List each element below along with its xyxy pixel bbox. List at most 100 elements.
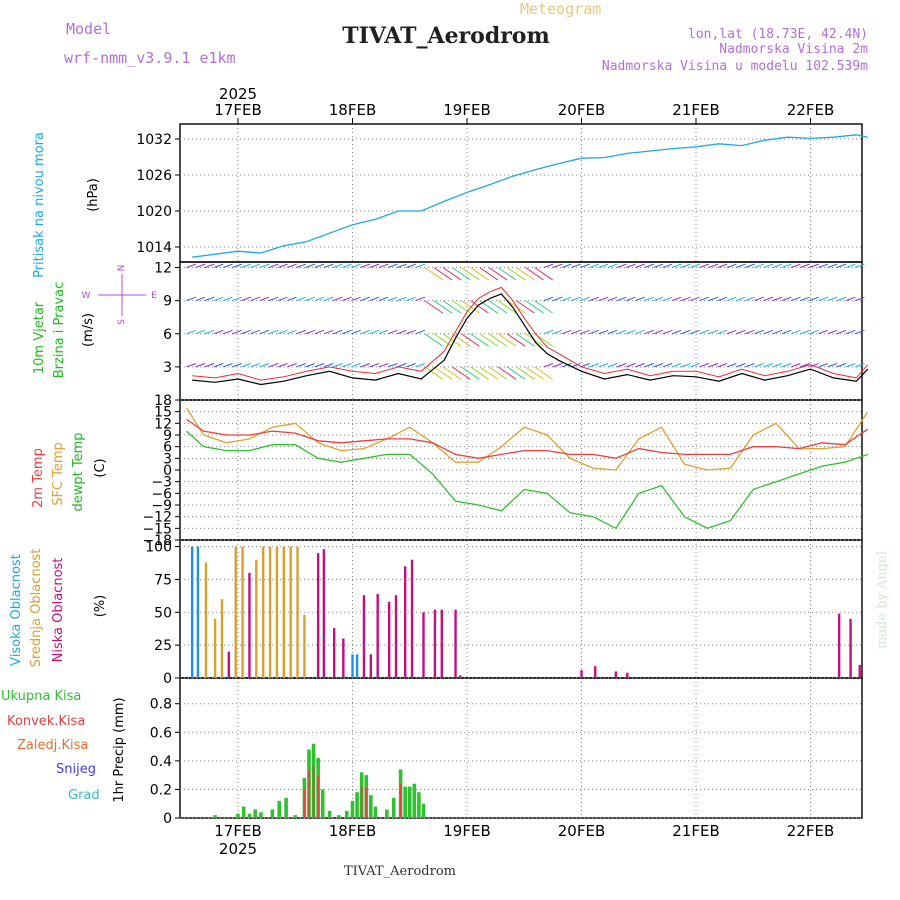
wind-barb	[305, 329, 316, 335]
cloud-bar	[422, 612, 425, 678]
wind-barb	[323, 363, 334, 368]
wind-barb	[671, 263, 682, 268]
wind-barb	[754, 296, 764, 302]
wind-barb	[259, 329, 270, 335]
wind-barb	[854, 296, 865, 302]
precip-bar	[253, 809, 257, 818]
wind-label-1: 10m Vjetar	[32, 301, 47, 374]
wind-barb	[571, 363, 581, 368]
wind-barb	[818, 263, 829, 268]
wind-barb	[259, 296, 270, 302]
wind-barb	[360, 263, 371, 268]
wind-barb	[680, 263, 691, 268]
wind-barb	[589, 296, 600, 302]
wind-barb	[396, 263, 407, 268]
wind-barb	[241, 296, 251, 302]
wind-barb	[699, 296, 709, 302]
date-label-top: 20FEB	[558, 101, 605, 119]
wind-barb	[323, 329, 334, 335]
model-altitude-label: Nadmorska Visina u modelu 102.539m	[602, 59, 868, 74]
wind-barb	[571, 296, 581, 302]
precip-bar	[270, 809, 275, 818]
ytick-label: 12	[154, 416, 172, 432]
wind-barb	[213, 363, 224, 368]
wind-barb	[790, 263, 801, 268]
wind-barb	[836, 329, 847, 335]
wind-barb	[644, 329, 655, 335]
wind-barb	[616, 263, 627, 268]
wind-barb	[580, 329, 590, 335]
precip-label-conv: Konvek.Kisa	[7, 714, 85, 729]
wind-barb	[213, 329, 224, 335]
wind-barb	[671, 296, 682, 302]
wind-barb	[369, 329, 380, 335]
ytick-label: 0.4	[150, 754, 172, 770]
wind-barb	[222, 363, 233, 368]
wind-barb	[662, 363, 673, 368]
wind-barb	[699, 363, 709, 368]
wind-barb	[717, 263, 728, 268]
cloud-bar	[458, 675, 462, 678]
wind-barb	[754, 329, 764, 335]
conv-precip-bar	[317, 776, 319, 818]
wind-barb	[259, 263, 270, 268]
cloud-bar	[213, 618, 217, 678]
precip-bar	[373, 806, 378, 818]
wind-barb	[369, 263, 380, 268]
wind-barb	[460, 366, 480, 380]
wind-barb	[525, 300, 544, 314]
precip-bar	[320, 789, 325, 818]
wind-barb	[195, 363, 206, 368]
wind-barb	[488, 267, 508, 281]
cloud-bar	[351, 654, 354, 678]
wind-barb	[232, 329, 242, 335]
wind-barb	[268, 329, 279, 335]
wind-barb	[836, 296, 847, 302]
wind-barb	[781, 296, 792, 302]
wind-barb	[204, 363, 215, 368]
panel-frame	[179, 123, 863, 263]
precip-label-frozen: Zaledj.Kisa	[17, 738, 88, 753]
wind-barb	[222, 296, 233, 302]
compass-south: S	[117, 319, 127, 325]
wind-barb	[250, 296, 261, 302]
ytick-label: 0	[163, 811, 172, 827]
wind-barb	[580, 363, 590, 368]
ytick-label: 6	[163, 327, 172, 343]
cloud-bar	[268, 546, 272, 678]
wind-barb	[772, 329, 783, 335]
wind-barb	[680, 296, 691, 302]
wind-barb	[708, 329, 719, 335]
wind-barb	[460, 300, 480, 314]
wind-barb	[506, 333, 526, 347]
wind-barb	[735, 263, 746, 268]
wind-barb	[424, 333, 444, 347]
wind-barb	[506, 267, 526, 281]
cloud-bar	[255, 559, 258, 678]
wind-barb	[827, 263, 838, 268]
wind-barb	[754, 363, 764, 368]
wind-barb	[854, 263, 865, 268]
wind-barb	[342, 296, 352, 302]
cloud-bar	[837, 613, 841, 678]
precip-bar	[247, 813, 252, 818]
wind-barb	[625, 329, 636, 335]
wind-barb	[827, 296, 838, 302]
conv-precip-bar	[399, 784, 402, 818]
wind-barb	[625, 363, 636, 368]
wind-barb	[497, 300, 517, 314]
wind-barb	[287, 363, 297, 368]
wind-barb	[735, 296, 746, 302]
wind-barb	[204, 329, 215, 335]
model-name: wrf-nmm_v3.9.1 e1km	[64, 49, 236, 67]
cloud-bar	[204, 562, 208, 678]
cloud-bar	[196, 546, 200, 678]
wind-barb	[543, 329, 554, 335]
wind-barb	[827, 329, 838, 335]
precip-bar	[336, 815, 341, 818]
sfc-temp-line	[185, 407, 869, 471]
ytick-label: 6	[163, 440, 172, 456]
ytick-label: 100	[145, 540, 172, 556]
wind-barb	[827, 363, 838, 368]
wind-barb	[470, 366, 489, 380]
